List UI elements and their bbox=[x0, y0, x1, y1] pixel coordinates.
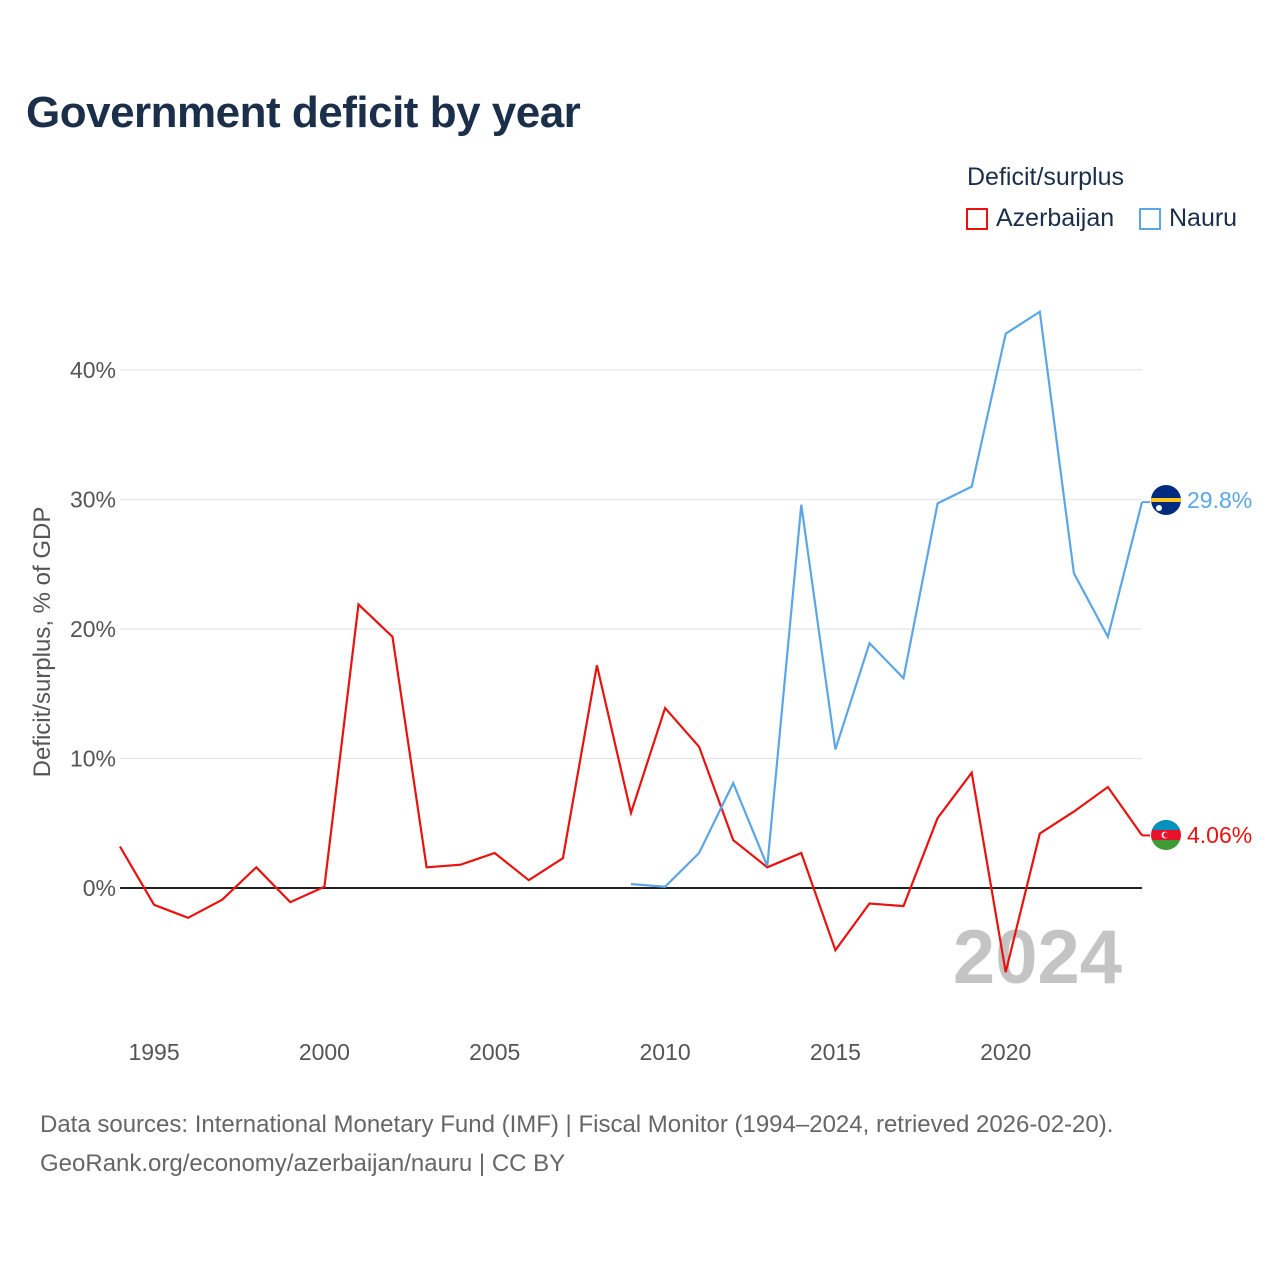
year-watermark: 2024 bbox=[953, 915, 1122, 1000]
x-axis-ticks: 1995 2000 2005 2010 2015 2020 bbox=[128, 1039, 1031, 1065]
end-label-azerbaijan: 4.06% bbox=[1187, 822, 1252, 848]
legend-item-nauru[interactable]: Nauru bbox=[1139, 204, 1237, 233]
legend-swatch-nauru bbox=[1139, 207, 1161, 230]
x-tick-label: 2020 bbox=[980, 1039, 1031, 1065]
y-axis-label: Deficit/surplus, % of GDP bbox=[29, 507, 56, 778]
x-tick-label: 2015 bbox=[810, 1039, 861, 1065]
chart-title: Government deficit by year bbox=[26, 88, 581, 137]
y-tick-label: 40% bbox=[70, 357, 116, 383]
series-line-azerbaijan[interactable] bbox=[119, 602, 1143, 973]
y-tick-label: 30% bbox=[70, 487, 116, 513]
x-tick-label: 1995 bbox=[128, 1039, 179, 1065]
footer: Data sources: International Monetary Fun… bbox=[40, 1105, 1113, 1183]
y-tick-label: 0% bbox=[83, 875, 116, 901]
x-tick-label: 2010 bbox=[639, 1039, 690, 1065]
y-tick-label: 10% bbox=[70, 746, 116, 772]
legend-label-azerbaijan: Azerbaijan bbox=[996, 204, 1115, 232]
legend-item-azerbaijan[interactable]: Azerbaijan bbox=[966, 204, 1114, 233]
legend-label-nauru: Nauru bbox=[1169, 204, 1238, 232]
grid-lines bbox=[120, 369, 1142, 889]
legend-swatch-azerbaijan bbox=[966, 207, 988, 230]
x-tick-label: 2005 bbox=[469, 1039, 520, 1065]
nauru-flag-icon bbox=[1151, 485, 1181, 515]
end-label-nauru: 29.8% bbox=[1187, 487, 1252, 513]
data-source-text: Data sources: International Monetary Fun… bbox=[40, 1111, 1114, 1138]
series-line-nauru[interactable] bbox=[630, 309, 1144, 888]
x-tick-label: 2000 bbox=[299, 1039, 350, 1065]
legend-title: Deficit/surplus bbox=[967, 163, 1124, 191]
attribution-link[interactable]: GeoRank.org/economy/azerbaijan/nauru | C… bbox=[40, 1150, 566, 1177]
series-lines bbox=[119, 309, 1150, 973]
y-axis-ticks: 0% 10% 20% 30% 40% bbox=[70, 357, 116, 901]
line-chart: 0%10%20%30%40% 1995 2000 2005 2010 2015 2020 … bbox=[29, 309, 1252, 1065]
y-tick-label: 20% bbox=[70, 616, 116, 642]
azerbaijan-flag-icon bbox=[1151, 820, 1181, 850]
